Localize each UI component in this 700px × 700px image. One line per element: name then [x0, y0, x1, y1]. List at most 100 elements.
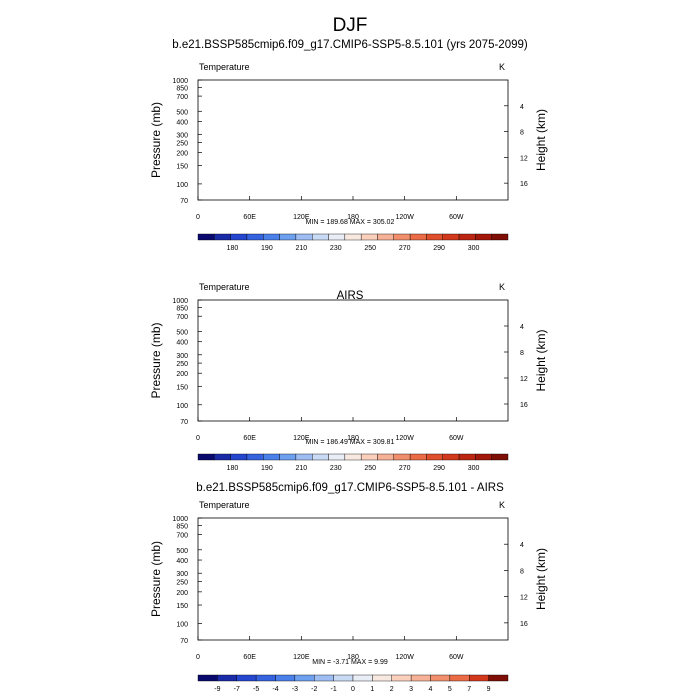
y-tick-label: 150: [176, 384, 188, 391]
height-tick-label: 4: [520, 324, 524, 331]
y-tick-label: 500: [176, 109, 188, 116]
colorbar-cell: [279, 453, 297, 461]
colorbar-cell: [197, 233, 215, 241]
x-tick-label: 180: [347, 435, 359, 442]
field-label: Temperature: [199, 500, 250, 510]
colorbar-label: 2: [390, 686, 394, 693]
colorbar-label: 3: [409, 686, 413, 693]
height-tick-label: 16: [520, 621, 528, 628]
plot-frame: [197, 299, 509, 422]
y-tick-label: 400: [176, 558, 188, 565]
height-tick-label: 4: [520, 104, 524, 111]
y-tick-label: 250: [176, 361, 188, 368]
colorbar-label: -4: [272, 686, 278, 693]
x-tick-label: 0: [196, 654, 200, 661]
colorbar-cell: [344, 453, 362, 461]
colorbar-cell: [449, 674, 470, 682]
colorbar-cell: [458, 453, 476, 461]
y-tick-label: 250: [176, 141, 188, 148]
left-axis-title: Pressure (mb): [149, 102, 163, 178]
colorbar-cell: [488, 674, 509, 682]
y-tick-label: 100: [176, 182, 188, 189]
units-label: K: [499, 500, 505, 510]
height-tick-label: 12: [520, 376, 528, 383]
colorbar-label: 0: [351, 686, 355, 693]
y-tick-label: 300: [176, 571, 188, 578]
min-max-stats: MIN = 186.49 MAX = 309.81: [306, 439, 395, 446]
height-tick-label: 8: [520, 568, 524, 575]
x-tick-label: 120E: [293, 214, 310, 221]
colorbar-label: -9: [214, 686, 220, 693]
colorbar-cell: [295, 233, 313, 241]
colorbar-cell: [410, 674, 431, 682]
left-axis-title: Pressure (mb): [149, 541, 163, 617]
colorbar-label: -3: [292, 686, 298, 693]
colorbar-cell: [217, 674, 237, 682]
colorbar-cell: [328, 453, 346, 461]
y-tick-label: 150: [176, 164, 188, 171]
colorbar-cell: [294, 674, 315, 682]
colorbar-cell: [197, 674, 218, 682]
colorbar-cell: [263, 233, 280, 241]
y-tick-label: 70: [180, 638, 188, 645]
colorbar-cell: [352, 674, 373, 682]
colorbar-label: 300: [468, 465, 480, 472]
colorbar-label: 7: [467, 686, 471, 693]
colorbar-label: 290: [433, 465, 445, 472]
height-tick-label: 8: [520, 130, 524, 137]
colorbar-cell: [246, 233, 264, 241]
colorbar-label: 180: [227, 245, 239, 252]
panel-title: b.e21.BSSP585cmip6.f09_g17.CMIP6-SSP5-8.…: [172, 39, 528, 51]
colorbar-cell: [275, 674, 296, 682]
panel-title: AIRS: [337, 290, 364, 302]
x-tick-label: 60E: [243, 435, 256, 442]
colorbar-label: 180: [227, 465, 239, 472]
x-tick-label: 60W: [449, 214, 464, 221]
units-label: K: [499, 282, 505, 292]
y-tick-label: 100: [176, 403, 188, 410]
y-tick-label: 700: [176, 532, 188, 539]
colorbar-label: 290: [433, 245, 445, 252]
colorbar-label: 250: [364, 465, 376, 472]
y-tick-label: 70: [180, 198, 188, 205]
y-tick-label: 1000: [172, 516, 188, 523]
y-tick-label: 200: [176, 151, 188, 158]
figure-title: DJF: [333, 15, 368, 36]
x-tick-label: 120W: [396, 214, 415, 221]
colorbar-cell: [491, 233, 509, 241]
x-tick-label: 60E: [243, 214, 256, 221]
y-tick-label: 100: [176, 622, 188, 629]
y-tick-label: 300: [176, 353, 188, 360]
colorbar-cell: [295, 453, 313, 461]
colorbar-cell: [333, 674, 354, 682]
units-label: K: [499, 62, 505, 72]
left-axis-title: Pressure (mb): [149, 322, 163, 398]
colorbar-cell: [236, 674, 257, 682]
colorbar-cell: [442, 453, 460, 461]
y-tick-label: 850: [176, 523, 188, 530]
colorbar-label: 270: [399, 245, 411, 252]
colorbar-cell: [312, 453, 329, 461]
colorbar-cell: [328, 233, 346, 241]
colorbar-cell: [263, 453, 280, 461]
panel-title: b.e21.BSSP585cmip6.f09_g17.CMIP6-SSP5-8.…: [196, 482, 504, 494]
colorbar-cell: [393, 453, 411, 461]
colorbar-label: 4: [429, 686, 433, 693]
colorbar-cell: [426, 453, 443, 461]
colorbar-label: -1: [331, 686, 337, 693]
x-tick-label: 120W: [396, 654, 415, 661]
colorbar-label: 250: [364, 245, 376, 252]
colorbar-cell: [475, 233, 492, 241]
colorbar-cell: [393, 233, 411, 241]
y-tick-label: 500: [176, 330, 188, 337]
colorbar-label: -7: [234, 686, 240, 693]
height-tick-label: 12: [520, 595, 528, 602]
y-tick-label: 700: [176, 314, 188, 321]
colorbar-cell: [426, 233, 443, 241]
y-tick-label: 200: [176, 590, 188, 597]
y-tick-label: 200: [176, 371, 188, 378]
y-tick-label: 400: [176, 340, 188, 347]
y-tick-label: 70: [180, 419, 188, 426]
height-tick-label: 4: [520, 542, 524, 549]
